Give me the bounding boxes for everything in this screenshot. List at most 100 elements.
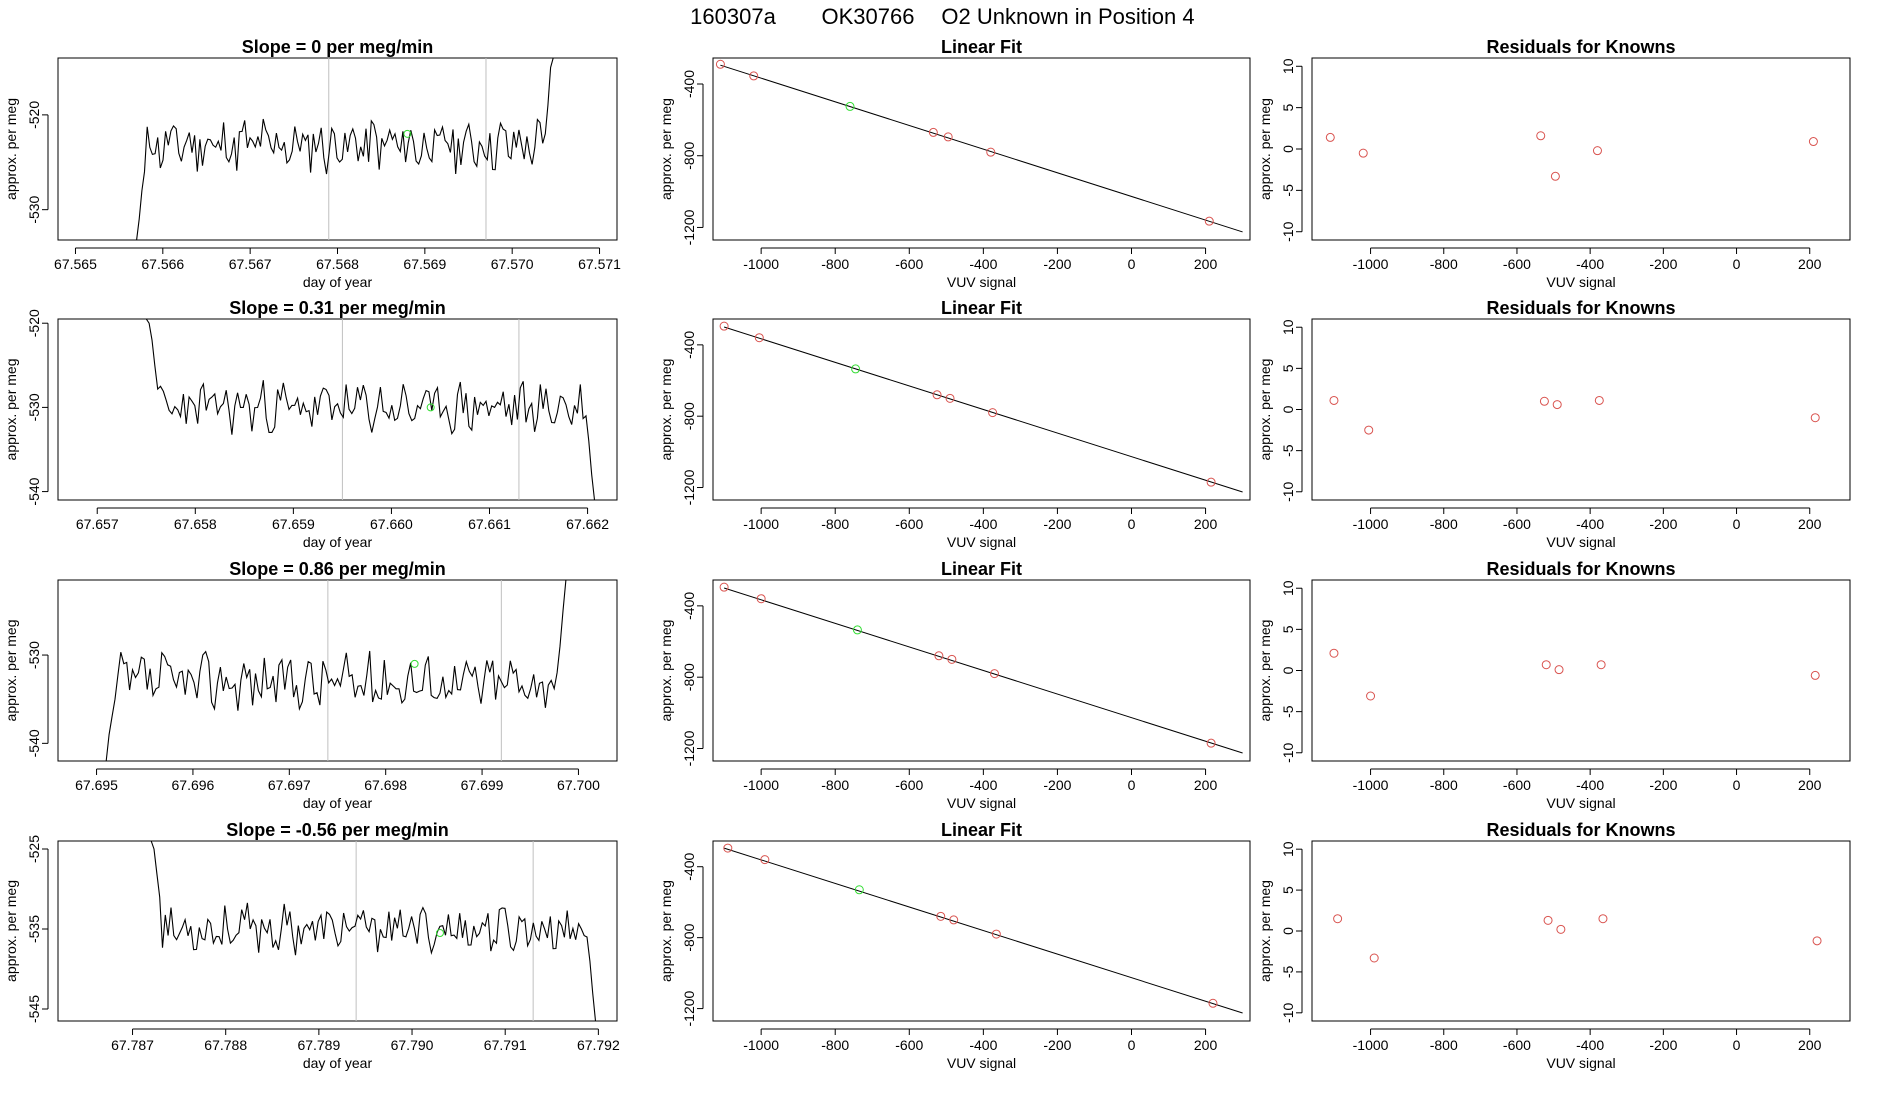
x-tick-label: -800 [821, 1037, 849, 1053]
panel-time-series-row-2: Slope = 0.31 per meg/min 67.657 67.658 67.6… [3, 298, 618, 550]
known-point [989, 669, 999, 679]
known-point [943, 132, 953, 142]
x-tick-label: 0 [1733, 777, 1741, 793]
fit-line [723, 587, 1243, 754]
x-tick-label: -600 [1503, 777, 1531, 793]
signal-trace [105, 579, 567, 762]
y-axis-label: approx. per meg [658, 359, 674, 461]
known-point [754, 333, 764, 343]
plot-title: Residuals for Knowns [1486, 559, 1675, 579]
x-tick-label: -200 [1043, 777, 1071, 793]
unknown-point [435, 929, 444, 937]
panel-linear-fit-row-1: Linear Fit -1000 -800 -600 -400 -200 0 200 VUV s… [658, 37, 1251, 290]
y-tick-label: -520 [26, 309, 42, 337]
x-tick-label: -600 [895, 256, 923, 272]
plot-frame [712, 840, 1251, 1022]
x-tick-label: 67.568 [316, 256, 359, 272]
x-tick-label: -200 [1649, 516, 1677, 532]
x-tick-label: -200 [1043, 256, 1071, 272]
x-axis-label: day of year [303, 795, 373, 811]
plot-title: Linear Fit [941, 298, 1022, 318]
residual-point [1594, 395, 1604, 405]
y-tick-label: 5 [1280, 104, 1296, 112]
known-point [928, 127, 938, 137]
x-tick-label: 67.660 [370, 516, 413, 532]
x-axis-label: VUV signal [947, 274, 1016, 290]
x-tick-label: -1000 [1353, 256, 1389, 272]
panel-time-series-row-1: Slope = 0 per meg/min 67.565 67.566 67.567 6… [3, 37, 621, 290]
plot-frame [57, 57, 618, 241]
x-tick-label: 67.700 [557, 777, 600, 793]
panel-linear-fit-row-2: Linear Fit -1000 -800 -600 -400 -200 0 200 VUV s… [658, 298, 1251, 550]
residual-point [1325, 132, 1335, 142]
plot-frame [1311, 318, 1851, 501]
y-tick-label: -800 [681, 663, 697, 691]
x-tick-label: 67.698 [364, 777, 407, 793]
residual-point [1808, 137, 1818, 147]
x-tick-label: 67.788 [204, 1037, 247, 1053]
plot-frame [57, 840, 618, 1022]
y-tick-label: -530 [26, 195, 42, 223]
x-tick-label: 67.699 [461, 777, 504, 793]
known-point [947, 654, 957, 664]
known-point [760, 855, 770, 865]
x-tick-label: -1000 [1353, 1037, 1389, 1053]
plot-frame [57, 318, 618, 501]
residual-point [1550, 171, 1560, 181]
y-tick-label: -400 [681, 592, 697, 620]
figure-title-date: 160307a [690, 4, 776, 29]
plot-title: Slope = 0.31 per meg/min [229, 298, 446, 318]
y-tick-label: -1200 [681, 209, 697, 245]
x-tick-label: 67.790 [391, 1037, 434, 1053]
plot-frame [57, 579, 618, 762]
y-axis-label: approx. per meg [3, 620, 19, 722]
x-tick-label: -200 [1649, 256, 1677, 272]
y-tick-label: -10 [1280, 481, 1296, 501]
known-point [936, 911, 946, 921]
x-tick-label: 200 [1798, 516, 1822, 532]
x-axis-label: VUV signal [947, 1055, 1016, 1071]
x-tick-label: -800 [821, 777, 849, 793]
x-tick-label: -200 [1649, 1037, 1677, 1053]
y-axis-label: approx. per meg [3, 880, 19, 982]
unknown-point [410, 659, 419, 668]
x-tick-label: 67.659 [272, 516, 315, 532]
x-tick-label: 200 [1194, 516, 1218, 532]
y-tick-label: -5 [1280, 965, 1296, 978]
x-tick-label: 67.661 [468, 516, 511, 532]
x-tick-label: -400 [1576, 516, 1604, 532]
y-tick-label: 10 [1280, 58, 1296, 74]
y-tick-label: -530 [26, 393, 42, 421]
known-point [719, 321, 729, 331]
known-point [945, 393, 955, 403]
known-point [1204, 216, 1214, 226]
x-tick-label: 200 [1194, 777, 1218, 793]
y-tick-label: -10 [1280, 742, 1296, 762]
y-tick-label: -800 [681, 142, 697, 170]
figure-title-description: O2 Unknown in Position 4 [941, 4, 1194, 29]
residual-point [1539, 396, 1549, 406]
x-tick-label: 0 [1733, 256, 1741, 272]
x-tick-label: 0 [1733, 1037, 1741, 1053]
y-tick-label: -400 [681, 70, 697, 98]
y-tick-label: -525 [26, 835, 42, 863]
x-tick-label: 67.792 [577, 1037, 620, 1053]
x-tick-label: -1000 [1353, 516, 1389, 532]
panel-time-series-row-3: Slope = 0.86 per meg/min 67.695 67.696 67.6… [3, 559, 618, 811]
plot-frame [712, 579, 1251, 762]
x-tick-label: -600 [895, 516, 923, 532]
panel-grid: Slope = 0 per meg/min 67.565 67.566 67.567 6… [3, 37, 1851, 1071]
x-tick-label: -400 [1576, 1037, 1604, 1053]
x-tick-label: -1000 [743, 256, 779, 272]
y-tick-label: 10 [1280, 319, 1296, 335]
x-tick-label: -400 [1576, 777, 1604, 793]
known-point [1206, 477, 1216, 487]
x-tick-label: -600 [1503, 1037, 1531, 1053]
plot-title: Linear Fit [941, 820, 1022, 840]
y-tick-label: -800 [681, 402, 697, 430]
plot-frame [1311, 840, 1851, 1022]
fit-line [723, 326, 1243, 493]
plot-title: Slope = -0.56 per meg/min [226, 820, 449, 840]
